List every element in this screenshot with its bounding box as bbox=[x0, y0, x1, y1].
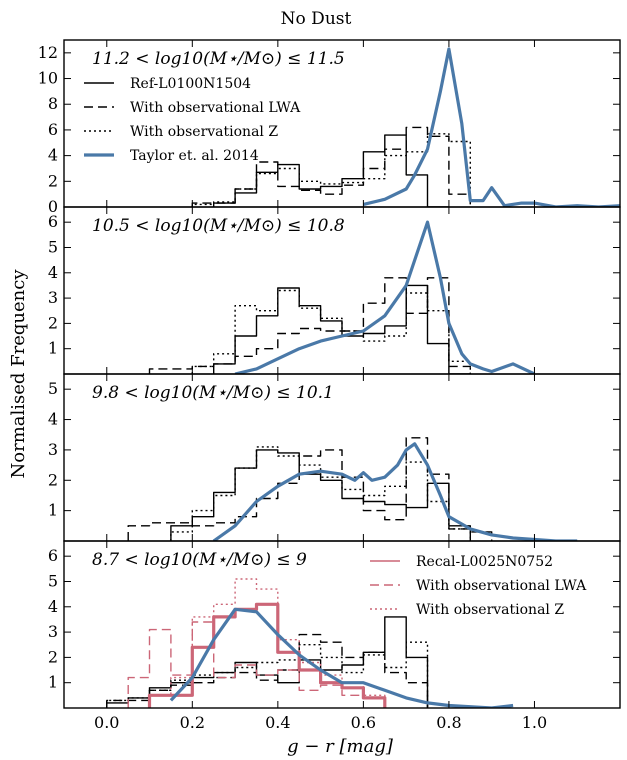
series-taylor-et-al-2014 bbox=[234, 220, 536, 374]
y-tick-label: 2 bbox=[48, 470, 58, 489]
series-taylor-et-al-2014 bbox=[363, 47, 620, 207]
series-with-observational-z bbox=[148, 578, 386, 708]
series-with-observational-lwa bbox=[127, 621, 386, 708]
y-tick-label: 5 bbox=[48, 571, 58, 590]
y-tick-label: 8 bbox=[48, 94, 58, 113]
series-group bbox=[127, 437, 578, 541]
series-taylor-et-al-2014 bbox=[212, 442, 578, 541]
x-axis-label: g − r [mag] bbox=[287, 736, 394, 757]
y-tick-label: 2 bbox=[48, 647, 58, 666]
legend-label: Recal-L0025N0752 bbox=[416, 554, 553, 570]
y-tick-label: 10 bbox=[38, 69, 58, 88]
y-tick-label: 1 bbox=[48, 673, 58, 692]
y-tick-label: 4 bbox=[48, 597, 58, 616]
legend-label: With observational Z bbox=[130, 124, 278, 140]
y-tick-label: 2 bbox=[48, 171, 58, 190]
figure-title: No Dust bbox=[281, 9, 352, 29]
y-tick-label: 4 bbox=[48, 263, 58, 282]
panel-3: 1 2 3 4 5 9.8 < log10(M⋆/M⊙) ≤ 10.1 bbox=[48, 373, 621, 542]
legend-label: Ref-L0100N1504 bbox=[130, 76, 251, 92]
panel-label: 10.5 < log10(M⋆/M⊙) ≤ 10.8 bbox=[92, 216, 345, 236]
legend-label: Taylor et. al. 2014 bbox=[130, 148, 259, 164]
series-group bbox=[148, 220, 536, 374]
series-with-observational-z bbox=[106, 641, 429, 708]
panel-label: 11.2 < log10(M⋆/M⊙) ≤ 11.5 bbox=[92, 49, 345, 69]
y-tick-label: 12 bbox=[38, 43, 58, 62]
y-axis-label: Normalised Frequency bbox=[8, 269, 29, 479]
series-with-observational-lwa bbox=[191, 126, 471, 207]
y-tick-label: 0 bbox=[48, 197, 58, 216]
y-tick-label: 6 bbox=[48, 546, 58, 565]
y-tick-label: 2 bbox=[48, 313, 58, 332]
series-ref-l0100n1504 bbox=[212, 284, 471, 374]
series-with-observational-lwa bbox=[106, 633, 429, 708]
series-group bbox=[106, 578, 514, 708]
series-with-observational-lwa bbox=[148, 277, 471, 374]
legend: Ref-L0100N1504 With observational LWA With… bbox=[84, 76, 301, 164]
panel-4: 1 2 3 4 5 6 0.0 0.2 0.4 0.6 0.8 1.0 8.7 < log10(M⋆/M… bbox=[48, 540, 621, 732]
series-with-observational-lwa bbox=[127, 437, 493, 541]
legend: Recal-L0025N0752 With observational LWA Wi… bbox=[370, 554, 587, 618]
y-tick-label: 5 bbox=[48, 237, 58, 256]
y-tick-label: 3 bbox=[48, 440, 58, 459]
y-tick-label: 5 bbox=[48, 379, 58, 398]
series-recal-l0025n0752 bbox=[147, 602, 387, 708]
series-with-observational-z bbox=[191, 289, 471, 374]
legend-label: With observational LWA bbox=[130, 100, 301, 116]
x-tick-label: 1.0 bbox=[522, 713, 547, 732]
x-tick-label: 0.4 bbox=[265, 713, 290, 732]
series-ref-l0100n1504 bbox=[170, 449, 471, 541]
legend-label: With observational Z bbox=[416, 602, 564, 618]
panel-label: 8.7 < log10(M⋆/M⊙) ≤ 9 bbox=[92, 550, 307, 570]
y-tick-label: 6 bbox=[48, 212, 58, 231]
x-tick-label: 0.6 bbox=[351, 713, 376, 732]
series-taylor-et-al-2014 bbox=[169, 607, 514, 708]
panel-frame bbox=[63, 540, 621, 709]
y-tick-label: 1 bbox=[48, 501, 58, 520]
y-tick-label: 4 bbox=[48, 146, 58, 165]
y-tick-label: 3 bbox=[48, 288, 58, 307]
y-tick-label: 6 bbox=[48, 120, 58, 139]
y-tick-label: 4 bbox=[48, 410, 58, 429]
panel-label: 9.8 < log10(M⋆/M⊙) ≤ 10.1 bbox=[92, 383, 334, 403]
series-ref-l0100n1504 bbox=[212, 134, 449, 207]
x-tick-label: 0.2 bbox=[180, 713, 205, 732]
x-tick-label: 0.0 bbox=[94, 713, 119, 732]
legend-label: With observational LWA bbox=[416, 578, 587, 594]
x-tick-label: 0.8 bbox=[436, 713, 461, 732]
panel-2: 1 2 3 4 5 6 10.5 < log10(M⋆/M⊙) ≤ 10.8 bbox=[48, 206, 621, 375]
series-with-observational-z bbox=[170, 446, 471, 541]
y-tick-label: 3 bbox=[48, 622, 58, 641]
panel-1: 0 2 4 6 8 10 12 11.2 < log10(M⋆/M⊙) ≤ 11.5 Ref-L… bbox=[38, 39, 621, 216]
y-tick-label: 1 bbox=[48, 339, 58, 358]
